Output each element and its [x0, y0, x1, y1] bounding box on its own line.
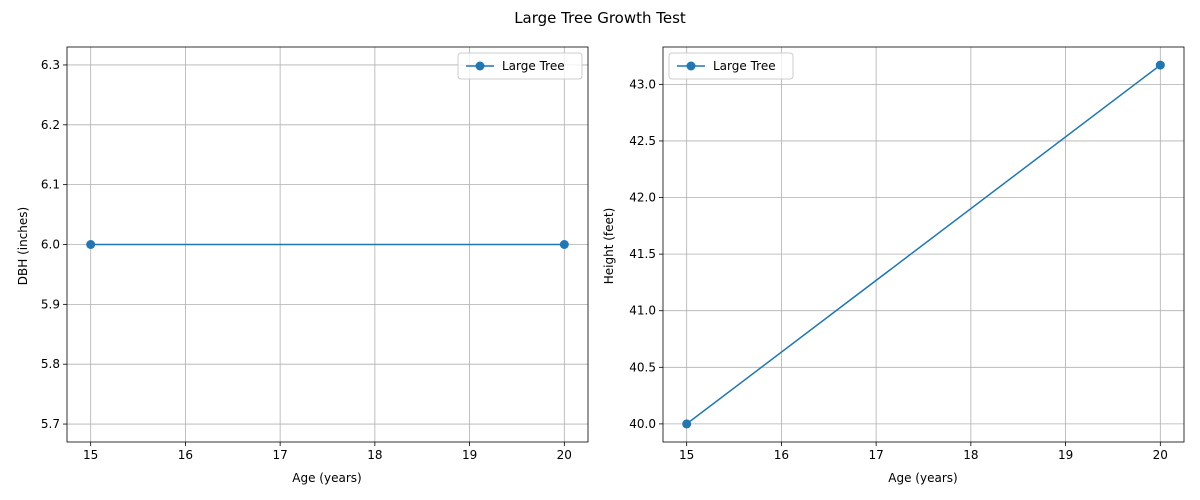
y-axis-label: DBH (inches) — [16, 207, 30, 285]
y-tick-label: 6.2 — [41, 118, 60, 132]
y-tick-label: 5.8 — [41, 357, 60, 371]
x-tick-label: 19 — [462, 448, 477, 462]
y-tick-label: 42.5 — [629, 134, 656, 148]
data-point — [559, 240, 569, 249]
x-tick-label: 20 — [1153, 448, 1168, 462]
legend-label: Large Tree — [713, 59, 776, 73]
ticks: 15 16 17 18 19 20 40.0 40.5 41.0 41.5 42.0 42.5 43.0 — [629, 77, 1168, 462]
data-point — [682, 419, 692, 429]
legend-box — [457, 52, 583, 80]
y-tick-label: 40.5 — [629, 360, 656, 374]
x-tick-label: 17 — [272, 448, 287, 462]
legend-box — [668, 52, 794, 80]
y-axis-label: Height (feet) — [602, 208, 616, 285]
x-axis-label: Age (years) — [888, 471, 957, 485]
chart-height: Age (years) Height (feet) 15 16 17 18 19 20 40… — [602, 46, 1185, 485]
x-tick-label: 15 — [679, 448, 694, 462]
grid — [663, 47, 1184, 442]
plot-frame — [66, 46, 589, 443]
series-large-tree — [86, 240, 569, 249]
ticks: 15 16 17 18 19 20 5.7 5.8 5.9 6.0 6.1 6.2 6.3 — [41, 58, 572, 462]
plot-frame — [662, 46, 1185, 443]
figure-title: Large Tree Growth Test — [514, 9, 686, 27]
x-tick-label: 20 — [557, 448, 572, 462]
y-tick-label: 6.0 — [41, 238, 60, 252]
y-tick-label: 42.0 — [629, 191, 656, 205]
y-tick-label: 6.1 — [41, 178, 60, 192]
x-axis-label: Age (years) — [292, 471, 361, 485]
x-tick-label: 17 — [868, 448, 883, 462]
series-large-tree — [682, 60, 1165, 429]
y-tick-label: 5.7 — [41, 417, 60, 431]
y-tick-label: 5.9 — [41, 297, 60, 311]
legend-swatch-marker — [475, 61, 485, 71]
y-tick-label: 6.3 — [41, 58, 60, 72]
legend: Large Tree — [457, 52, 583, 80]
y-tick-label: 40.0 — [629, 417, 656, 431]
legend: Large Tree — [668, 52, 794, 80]
y-tick-label: 41.0 — [629, 304, 656, 318]
x-tick-label: 16 — [774, 448, 789, 462]
y-tick-label: 43.0 — [629, 77, 656, 91]
x-tick-label: 15 — [83, 448, 98, 462]
x-tick-label: 19 — [1058, 448, 1073, 462]
x-tick-label: 16 — [178, 448, 193, 462]
y-tick-label: 41.5 — [629, 247, 656, 261]
legend-label: Large Tree — [502, 59, 565, 73]
chart-dbh: Age (years) DBH (inches) 15 16 17 18 19 20 5.7… — [16, 46, 589, 485]
x-tick-label: 18 — [963, 448, 978, 462]
legend-swatch-marker — [686, 61, 696, 71]
data-point — [86, 240, 96, 249]
data-point — [1155, 60, 1165, 70]
x-tick-label: 18 — [367, 448, 382, 462]
series-line — [686, 64, 1161, 425]
